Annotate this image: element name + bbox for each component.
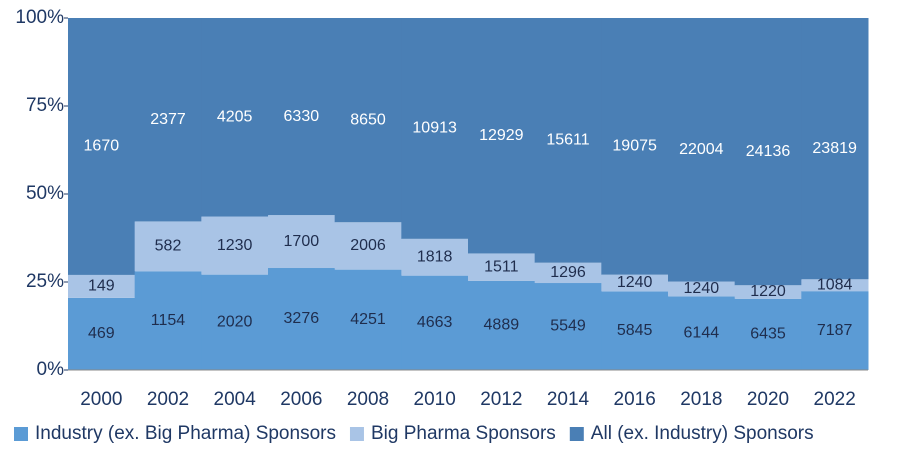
area-segment [534,18,602,263]
data-label: 5845 [617,322,653,339]
area-segment [734,285,802,299]
legend-label: All (ex. Industry) Sponsors [591,423,814,444]
area-segment [334,269,402,370]
area-segment [801,291,869,370]
area-segment [401,275,469,370]
data-label: 19075 [612,138,657,155]
area-segment [668,296,736,370]
area-segment [134,271,202,370]
data-label: 1296 [550,264,586,281]
data-label: 1240 [617,274,653,291]
area-segment [801,18,869,280]
legend-swatch [349,427,364,441]
data-label: 1220 [750,283,786,300]
area-segment [801,279,869,292]
legend-label: Industry (ex. Big Pharma) Sponsors [35,423,336,444]
data-label: 2020 [217,314,253,331]
area-segment [268,215,336,269]
data-label: 2377 [150,111,186,128]
x-tick-label: 2016 [614,389,656,410]
data-label: 1818 [417,248,453,265]
x-tick-label: 2018 [680,389,722,410]
x-tick-label: 2014 [547,389,590,410]
area-segment [734,18,802,286]
area-segment [68,18,136,275]
data-label: 149 [88,278,115,295]
y-tick-label: 0% [37,359,65,380]
x-tick-label: 2020 [747,389,789,410]
x-tick-label: 2002 [147,389,189,410]
area-segment [334,18,402,223]
data-label: 1511 [484,258,519,275]
data-label: 1700 [284,233,320,250]
x-tick-label: 2000 [80,389,122,410]
data-label: 6144 [684,324,720,341]
data-label: 2006 [350,237,386,254]
data-label: 1670 [84,138,120,155]
area-segment [601,18,669,275]
area-segment [734,298,802,370]
data-label: 4889 [484,317,520,334]
data-label: 22004 [679,141,724,158]
y-tick-label: 75% [26,95,64,116]
data-label: 24136 [746,143,791,160]
x-tick-label: 2012 [480,389,522,410]
legend-swatch [14,427,28,441]
area-segment [268,268,336,370]
area-segment [134,221,202,272]
data-label: 3276 [284,310,320,327]
area-segment [268,18,336,216]
data-label: 4663 [417,314,453,331]
area-segment [201,18,269,217]
y-tick-label: 50% [26,183,64,204]
area-segment [201,216,269,275]
legend-label: Big Pharma Sponsors [371,423,556,444]
area-segment [68,297,136,370]
area-segment [334,222,402,270]
area-segment [401,18,469,239]
legend-swatch [569,427,584,441]
data-label: 469 [88,325,115,342]
area-segment [668,18,736,282]
y-tick-label: 100% [15,7,64,28]
data-label: 8650 [350,111,386,128]
area-segment [68,274,136,298]
data-label: 6330 [284,108,320,125]
data-label: 10913 [412,120,457,137]
data-label: 6435 [750,326,786,343]
x-tick-label: 2022 [814,389,856,410]
data-label: 1240 [684,280,720,297]
area-segment [668,281,736,297]
data-label: 15611 [546,132,589,149]
x-tick-label: 2004 [214,389,257,410]
data-label: 7187 [817,322,853,339]
data-label: 582 [155,238,182,255]
x-tick-label: 2006 [280,389,322,410]
data-label: 1154 [151,312,186,329]
area-segment [534,283,602,370]
data-label: 1084 [817,276,853,293]
area-segment [134,18,202,222]
area-segment [534,262,602,284]
area-segment [601,274,669,292]
data-label: 12929 [479,127,524,144]
area-segment [468,280,536,370]
y-tick-label: 25% [26,271,64,292]
data-label: 4205 [217,108,253,125]
area-segment [468,18,536,254]
data-label: 4251 [350,311,386,328]
area-segment [401,238,469,276]
data-label: 5549 [550,318,586,335]
area-segment [201,274,269,370]
x-tick-label: 2008 [347,389,389,410]
data-label: 1230 [217,237,253,254]
data-label: 23819 [812,140,857,157]
x-tick-label: 2010 [414,389,456,410]
area-segment [601,291,669,370]
area-segment [468,253,536,281]
